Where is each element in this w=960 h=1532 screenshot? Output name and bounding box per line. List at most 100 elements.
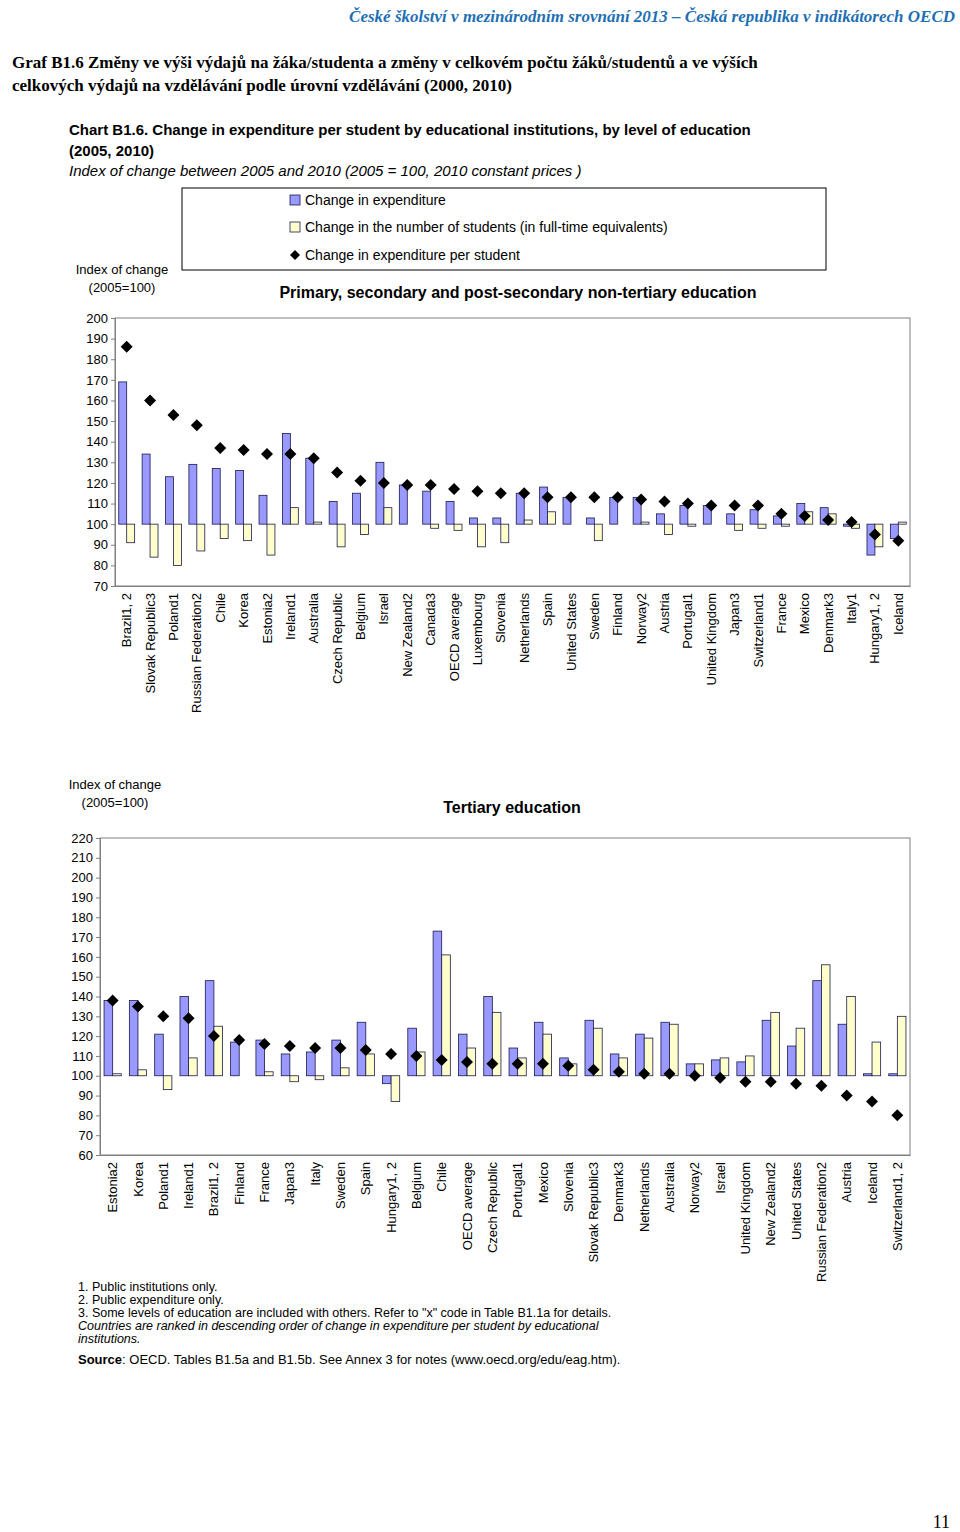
bar [889,1074,898,1076]
y-axis-title: Index of change [69,777,162,792]
bar [259,495,267,524]
chart-subtitle-label: Primary, secondary and post-secondary no… [279,284,756,301]
plot-area [104,931,906,1121]
czech-title: Graf B1.6 Změny ve výši výdajů na žáka/s… [12,53,758,72]
y-tick-label: 110 [72,1049,93,1064]
series [107,994,904,1121]
x-tick: Hungary1, 2 [867,593,882,664]
bar [212,468,220,524]
marker [208,1030,220,1042]
bar [127,524,135,543]
x-tick: United States [789,1162,804,1241]
y-tick-label: 190 [71,890,93,905]
x-tick: United Kingdom [704,593,719,686]
x-tick: Spain [540,593,555,626]
marker [233,1034,245,1046]
y-tick-label: 150 [71,969,93,984]
series [119,382,899,555]
x-tick-label: Australia [662,1161,677,1212]
y-tick: 160 [71,950,100,965]
x-tick: Australia [662,1161,677,1212]
marker [425,479,437,491]
marker [752,500,764,512]
y-tick-mark [111,339,115,340]
y-tick: 140 [86,434,115,449]
bar [382,1076,391,1084]
bar [493,518,501,524]
y-tick-label: 80 [94,558,108,573]
bar [399,485,407,524]
bar [813,981,822,1076]
bar [142,454,150,524]
x-tick-label: Austria [657,592,672,633]
x-tick-label: Korea [131,1161,146,1196]
x-tick-label: Denmark3 [611,1162,626,1222]
y-tick: 60 [79,1148,100,1163]
y-tick-label: 180 [71,910,93,925]
bar [458,1034,467,1076]
y-tick: 100 [71,1068,100,1083]
page-header: České školství v mezinárodním srovnání 2… [349,7,955,26]
y-tick-mark [96,858,100,859]
marker [565,491,577,503]
x-tick-label: Mexico [536,1162,551,1203]
y-tick-label: 140 [71,989,93,1004]
y-tick: 150 [71,969,100,984]
x-tick: France [774,593,789,633]
y-tick-mark [96,1016,100,1017]
x-tick-label: Ireland1 [181,1162,196,1209]
y-tick-mark [111,545,115,546]
marker [714,1072,726,1084]
x-tick: Sweden [333,1162,348,1209]
x-tick-label: Iceland [891,593,906,635]
x-tick: Brazil1, 2 [119,593,134,647]
bar [657,514,665,524]
y-tick-label: 190 [86,331,108,346]
x-tick: Austria [657,592,672,633]
x-tick-label: Luxembourg [470,593,485,665]
y-tick-label: 170 [71,930,93,945]
x-tick-label: Israel [376,593,391,625]
x-tick-label: Austria [839,1161,854,1202]
y-tick-label: 120 [71,1029,93,1044]
marker [512,1058,524,1070]
x-tick-label: Slovenia [493,592,508,643]
y-tick: 100 [86,517,115,532]
bar [113,1074,122,1076]
y-tick: 190 [86,331,115,346]
y-tick: 170 [86,373,115,388]
x-tick: Belgium [409,1162,424,1209]
bar [366,1054,375,1076]
marker [183,1012,195,1024]
bar [680,506,688,525]
marker [107,994,119,1006]
x-tick: Switzerland1 [751,593,766,667]
x-tick: OECD average [447,593,462,681]
marker [790,1078,802,1090]
marker [284,448,296,460]
x-tick: Canada3 [423,593,438,646]
x-tick-label: Estonia2 [105,1162,120,1213]
legend-swatch [290,222,300,232]
y-tick-label: 130 [71,1009,93,1024]
x-tick-label: France [257,1162,272,1202]
bar [150,524,158,557]
y-axis-title: Index of change [76,262,169,277]
marker [436,1054,448,1066]
series [113,955,906,1102]
marker [309,1042,321,1054]
x-tick-label: Switzerland1 [751,593,766,667]
bar [189,1058,198,1076]
bar [618,524,626,525]
bar [737,1062,746,1076]
bar [376,462,384,524]
bar [205,981,214,1076]
bar [838,1024,847,1076]
x-tick-label: OECD average [447,593,462,681]
legend-swatch [290,250,300,260]
x-tick: Estonia2 [260,593,275,644]
bar [745,1056,754,1076]
bar [586,518,594,524]
chart: Tertiary educationIndex of change(2005=1… [69,777,911,1282]
x-tick-label: Estonia2 [260,593,275,644]
